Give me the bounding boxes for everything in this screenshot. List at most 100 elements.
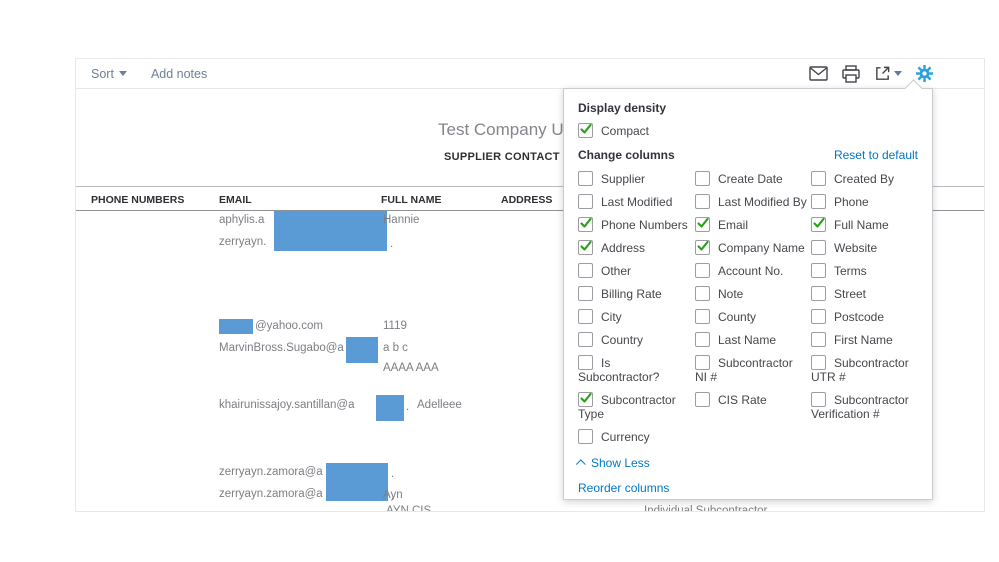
email-icon[interactable] (809, 66, 828, 81)
sort-dropdown[interactable]: Sort (91, 67, 127, 81)
export-icon[interactable] (874, 65, 902, 82)
column-option-label: Subcontractor Type (578, 393, 676, 421)
checkbox-unchecked-icon[interactable] (695, 332, 710, 347)
checkbox-checked-icon[interactable] (578, 123, 593, 138)
checkbox-unchecked-icon[interactable] (811, 355, 826, 370)
column-option-subcontractor-type[interactable]: Subcontractor Type (578, 392, 695, 421)
checkbox-unchecked-icon[interactable] (578, 332, 593, 347)
checkbox-unchecked-icon[interactable] (695, 171, 710, 186)
checkbox-checked-icon[interactable] (578, 392, 593, 407)
report-title: SUPPLIER CONTACT LI (444, 151, 574, 163)
display-settings-panel: Display density Compact Change columns R… (563, 79, 933, 500)
column-option-label: Billing Rate (601, 287, 662, 301)
column-option-company-name[interactable]: Company Name (695, 240, 811, 255)
column-header-address[interactable]: ADDRESS (501, 194, 553, 206)
checkbox-checked-icon[interactable] (811, 217, 826, 232)
column-option-street[interactable]: Street (811, 286, 918, 301)
column-option-phone[interactable]: Phone (811, 194, 918, 209)
checkbox-unchecked-icon[interactable] (695, 392, 710, 407)
column-option-create-date[interactable]: Create Date (695, 171, 811, 186)
column-option-label: Phone (834, 195, 869, 209)
checkbox-unchecked-icon[interactable] (695, 194, 710, 209)
checkbox-unchecked-icon[interactable] (695, 263, 710, 278)
column-option-is-subcontractor[interactable]: Is Subcontractor? (578, 355, 695, 384)
column-option-city[interactable]: City (578, 309, 695, 324)
checkbox-checked-icon[interactable] (695, 217, 710, 232)
column-option-email[interactable]: Email (695, 217, 811, 232)
reorder-columns-link[interactable]: Reorder columns (578, 481, 670, 495)
redaction-box (346, 337, 378, 363)
report-toolbar: Sort Add notes (76, 59, 984, 89)
chevron-up-icon (575, 458, 586, 469)
checkbox-unchecked-icon[interactable] (578, 286, 593, 301)
settings-gear-icon[interactable] (915, 64, 934, 83)
checkbox-unchecked-icon[interactable] (578, 309, 593, 324)
column-option-supplier[interactable]: Supplier (578, 171, 695, 186)
full-name-cell: 1119 (383, 320, 407, 332)
print-icon[interactable] (841, 64, 861, 83)
column-option-subcontractor-ni[interactable]: Subcontractor NI # (695, 355, 811, 384)
column-option-label: Subcontractor UTR # (811, 356, 909, 384)
checkbox-unchecked-icon[interactable] (695, 309, 710, 324)
column-option-terms[interactable]: Terms (811, 263, 918, 278)
column-header-email[interactable]: EMAIL (219, 194, 252, 206)
column-option-currency[interactable]: Currency (578, 429, 695, 444)
column-option-cis-rate[interactable]: CIS Rate (695, 392, 811, 421)
column-option-full-name[interactable]: Full Name (811, 217, 918, 232)
column-option-last-modified[interactable]: Last Modified (578, 194, 695, 209)
checkbox-unchecked-icon[interactable] (578, 355, 593, 370)
checkbox-unchecked-icon[interactable] (578, 171, 593, 186)
checkbox-unchecked-icon[interactable] (695, 286, 710, 301)
checkbox-unchecked-icon[interactable] (695, 355, 710, 370)
redaction-box (376, 395, 404, 421)
column-option-billing-rate[interactable]: Billing Rate (578, 286, 695, 301)
column-option-subcontractor-verification[interactable]: Subcontractor Verification # (811, 392, 918, 421)
checkbox-unchecked-icon[interactable] (811, 194, 826, 209)
subcontractor-type-cell: Individual Subcontractor (644, 505, 768, 512)
column-option-label: Subcontractor NI # (695, 356, 793, 384)
column-option-country[interactable]: Country (578, 332, 695, 347)
column-option-label: Other (601, 264, 632, 278)
checkbox-unchecked-icon[interactable] (578, 263, 593, 278)
checkbox-unchecked-icon[interactable] (811, 392, 826, 407)
full-name-cell: Adelleee (417, 399, 462, 411)
checkbox-unchecked-icon[interactable] (578, 429, 593, 444)
checkbox-unchecked-icon[interactable] (811, 309, 826, 324)
checkbox-unchecked-icon[interactable] (578, 194, 593, 209)
checkbox-unchecked-icon[interactable] (811, 240, 826, 255)
column-option-label: Phone Numbers (601, 218, 688, 232)
add-notes-button[interactable]: Add notes (150, 66, 208, 81)
full-name-cell: a b c (383, 342, 408, 354)
column-option-label: Company Name (718, 241, 805, 255)
column-option-other[interactable]: Other (578, 263, 695, 278)
column-option-account-no[interactable]: Account No. (695, 263, 811, 278)
checkbox-checked-icon[interactable] (695, 240, 710, 255)
column-option-phone-numbers[interactable]: Phone Numbers (578, 217, 695, 232)
column-option-first-name[interactable]: First Name (811, 332, 918, 347)
column-option-created-by[interactable]: Created By (811, 171, 918, 186)
column-header-phone-numbers[interactable]: PHONE NUMBERS (91, 194, 185, 206)
column-option-last-modified-by[interactable]: Last Modified By (695, 194, 811, 209)
checkbox-checked-icon[interactable] (578, 217, 593, 232)
show-less-link[interactable]: Show Less (575, 456, 918, 470)
column-option-label: Address (601, 241, 646, 255)
column-option-address[interactable]: Address (578, 240, 695, 255)
checkbox-unchecked-icon[interactable] (811, 171, 826, 186)
reset-to-default-link[interactable]: Reset to default (833, 148, 918, 162)
column-option-website[interactable]: Website (811, 240, 918, 255)
email-cell: . (406, 401, 410, 413)
checkbox-unchecked-icon[interactable] (811, 332, 826, 347)
checkbox-unchecked-icon[interactable] (811, 286, 826, 301)
checkbox-checked-icon[interactable] (578, 240, 593, 255)
column-option-county[interactable]: County (695, 309, 811, 324)
column-option-label: City (601, 310, 622, 324)
compact-option[interactable]: Compact (578, 123, 918, 138)
column-option-note[interactable]: Note (695, 286, 811, 301)
column-option-postcode[interactable]: Postcode (811, 309, 918, 324)
column-option-label: Account No. (718, 264, 784, 278)
column-header-full-name[interactable]: FULL NAME (381, 194, 442, 206)
column-option-last-name[interactable]: Last Name (695, 332, 811, 347)
checkbox-unchecked-icon[interactable] (811, 263, 826, 278)
column-option-subcontractor-utr[interactable]: Subcontractor UTR # (811, 355, 918, 384)
email-cell: zerryayn.zamora@a (219, 488, 323, 500)
